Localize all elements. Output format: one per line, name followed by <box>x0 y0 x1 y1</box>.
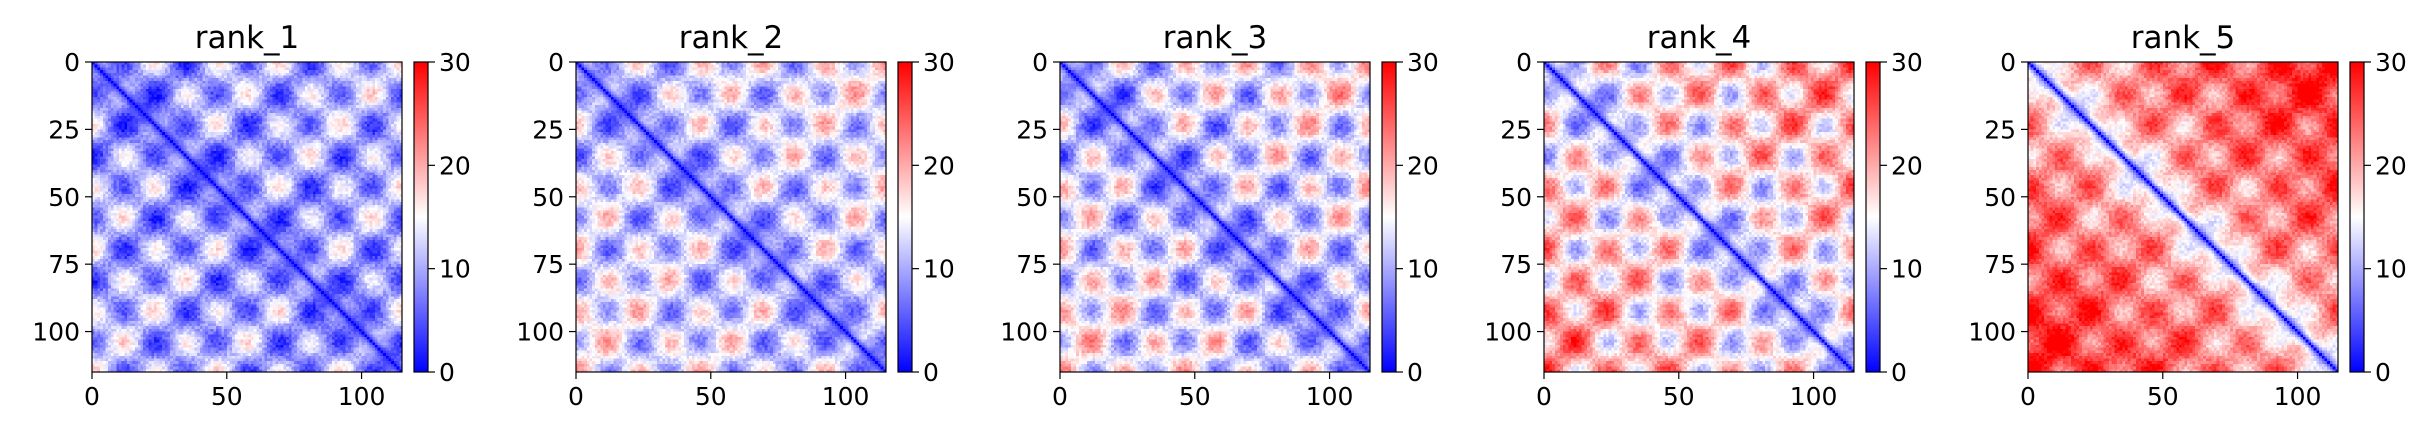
y-tick-label: 0 <box>1516 48 1532 77</box>
x-tick-label: 100 <box>1306 382 1354 411</box>
y-tick-label: 100 <box>1484 318 1532 347</box>
x-tick-label: 0 <box>2020 382 2036 411</box>
y-tick-label: 0 <box>2000 48 2016 77</box>
x-tick-label: 100 <box>1790 382 1838 411</box>
y-tick-label: 25 <box>1016 115 1048 144</box>
colorbar-frame <box>413 61 429 373</box>
colorbar-tick-label: 10 <box>1891 255 1923 284</box>
heatmap-image <box>1060 62 1370 372</box>
y-tick-label: 100 <box>516 318 564 347</box>
y-tick-label: 0 <box>548 48 564 77</box>
axes-frame <box>1059 61 1371 373</box>
y-tick-label: 25 <box>48 115 80 144</box>
y-tick-label: 50 <box>1500 183 1532 212</box>
colorbar-tick-label: 30 <box>1891 48 1923 77</box>
colorbar-tick-label: 20 <box>1891 151 1923 180</box>
x-tick-label: 50 <box>1663 382 1695 411</box>
colorbar-gradient <box>2350 62 2364 372</box>
y-tick-label: 100 <box>1000 318 1048 347</box>
colorbar-frame <box>897 61 913 373</box>
x-tick-label: 0 <box>84 382 100 411</box>
colorbar-tick-label: 0 <box>923 358 939 387</box>
colorbar-tick-label: 10 <box>923 255 955 284</box>
heatmap-panel-2: rank_2 0 50 100 0 25 50 75 100 0 10 20 30 <box>516 20 955 411</box>
x-tick-label: 50 <box>1179 382 1211 411</box>
x-tick-label: 100 <box>2274 382 2322 411</box>
colorbar-tick-label: 20 <box>1407 151 1439 180</box>
colorbar-frame <box>1865 61 1881 373</box>
heatmap-panel-4: rank_4 0 50 100 0 25 50 75 100 0 10 20 30 <box>1484 20 1923 411</box>
y-tick-label: 0 <box>1032 48 1048 77</box>
x-tick-label: 50 <box>2147 382 2179 411</box>
colorbar-gradient <box>1866 62 1880 372</box>
heatmap-image <box>576 62 886 372</box>
x-tick-label: 50 <box>695 382 727 411</box>
x-tick-label: 100 <box>338 382 386 411</box>
colorbar-tick-label: 30 <box>2375 48 2407 77</box>
colorbar-tick-label: 30 <box>1407 48 1439 77</box>
heatmap-panel-5: rank_5 0 50 100 0 25 50 75 100 0 10 20 30 <box>1968 20 2407 411</box>
colorbar-tick-label: 20 <box>439 151 471 180</box>
y-tick-label: 75 <box>48 250 80 279</box>
colorbar-tick-label: 10 <box>2375 255 2407 284</box>
heatmap-image <box>2028 62 2338 372</box>
colorbar-tick-label: 0 <box>2375 358 2391 387</box>
axes-frame <box>2027 61 2339 373</box>
heatmap-image <box>1544 62 1854 372</box>
x-tick-label: 0 <box>568 382 584 411</box>
panel-title: rank_2 <box>679 20 784 56</box>
y-tick-label: 25 <box>532 115 564 144</box>
x-tick-label: 0 <box>1052 382 1068 411</box>
axes-frame <box>91 61 403 373</box>
colorbar-gradient <box>1382 62 1396 372</box>
heatmap-panel-1: rank_1 0 50 100 0 25 50 75 100 0 10 20 30 <box>32 20 471 411</box>
y-tick-label: 75 <box>1500 250 1532 279</box>
y-tick-label: 75 <box>1016 250 1048 279</box>
panel-title: rank_3 <box>1163 20 1268 56</box>
axes-frame <box>1543 61 1855 373</box>
colorbar-tick-label: 10 <box>439 255 471 284</box>
colorbar-gradient <box>898 62 912 372</box>
y-tick-label: 50 <box>48 183 80 212</box>
colorbar-frame <box>2349 61 2365 373</box>
colorbar-tick-label: 20 <box>2375 151 2407 180</box>
colorbar-tick-label: 0 <box>439 358 455 387</box>
panel-title: rank_5 <box>2131 20 2236 56</box>
colorbar-tick-label: 30 <box>923 48 955 77</box>
y-tick-label: 50 <box>532 183 564 212</box>
panel-title: rank_4 <box>1647 20 1752 56</box>
heatmap-panel-3: rank_3 0 50 100 0 25 50 75 100 0 10 20 30 <box>1000 20 1439 411</box>
x-tick-label: 0 <box>1536 382 1552 411</box>
y-tick-label: 75 <box>1984 250 2016 279</box>
axes-frame <box>575 61 887 373</box>
y-tick-label: 75 <box>532 250 564 279</box>
y-tick-label: 25 <box>1984 115 2016 144</box>
colorbar-gradient <box>414 62 428 372</box>
colorbar-frame <box>1381 61 1397 373</box>
heatmap-image <box>92 62 402 372</box>
y-tick-label: 25 <box>1500 115 1532 144</box>
y-tick-label: 50 <box>1984 183 2016 212</box>
x-tick-label: 100 <box>822 382 870 411</box>
y-tick-label: 50 <box>1016 183 1048 212</box>
y-tick-label: 0 <box>64 48 80 77</box>
x-tick-label: 50 <box>211 382 243 411</box>
colorbar-tick-label: 0 <box>1891 358 1907 387</box>
panel-title: rank_1 <box>195 20 300 56</box>
y-tick-label: 100 <box>1968 318 2016 347</box>
colorbar-tick-label: 20 <box>923 151 955 180</box>
colorbar-tick-label: 10 <box>1407 255 1439 284</box>
colorbar-tick-label: 0 <box>1407 358 1423 387</box>
y-tick-label: 100 <box>32 318 80 347</box>
colorbar-tick-label: 30 <box>439 48 471 77</box>
